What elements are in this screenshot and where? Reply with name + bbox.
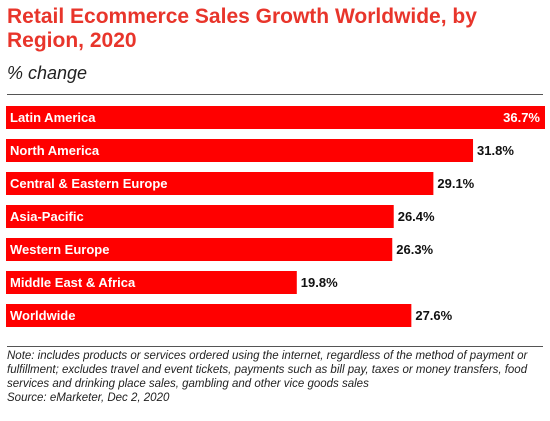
bar-central-eastern-europe — [6, 172, 434, 195]
category-label: Central & Eastern Europe — [10, 176, 168, 191]
category-label: North America — [10, 143, 100, 158]
bottom-divider — [7, 346, 543, 347]
chart-note: Note: includes products or services orde… — [7, 349, 547, 405]
bar-north-america — [6, 139, 474, 162]
chart-title: Retail Ecommerce Sales Growth Worldwide,… — [7, 5, 477, 52]
source-text: Source: eMarketer, Dec 2, 2020 — [7, 392, 170, 404]
bar-worldwide — [6, 304, 412, 327]
category-label: Western Europe — [10, 242, 109, 257]
bar-asia-pacific — [6, 205, 394, 228]
chart-subtitle: % change — [7, 63, 88, 83]
value-label: 27.6% — [415, 308, 452, 323]
bar-latin-america — [6, 106, 545, 129]
category-label: Latin America — [10, 110, 96, 125]
note-text: Note: includes products or services orde… — [7, 350, 528, 390]
value-label: 26.4% — [398, 209, 435, 224]
bar-chart: Latin America 36.7% North America 31.8% Cent… — [6, 106, 545, 327]
top-divider — [7, 94, 543, 95]
category-label: Worldwide — [10, 308, 75, 323]
value-label: 19.8% — [301, 275, 338, 290]
value-label: 29.1% — [437, 176, 474, 191]
value-label: 26.3% — [396, 242, 433, 257]
value-label: 36.7% — [503, 110, 540, 125]
bar-middle-east-africa — [6, 271, 297, 294]
category-label: Middle East & Africa — [10, 275, 136, 290]
value-label: 31.8% — [477, 143, 514, 158]
category-label: Asia-Pacific — [10, 209, 84, 224]
bar-western-europe — [6, 238, 393, 261]
